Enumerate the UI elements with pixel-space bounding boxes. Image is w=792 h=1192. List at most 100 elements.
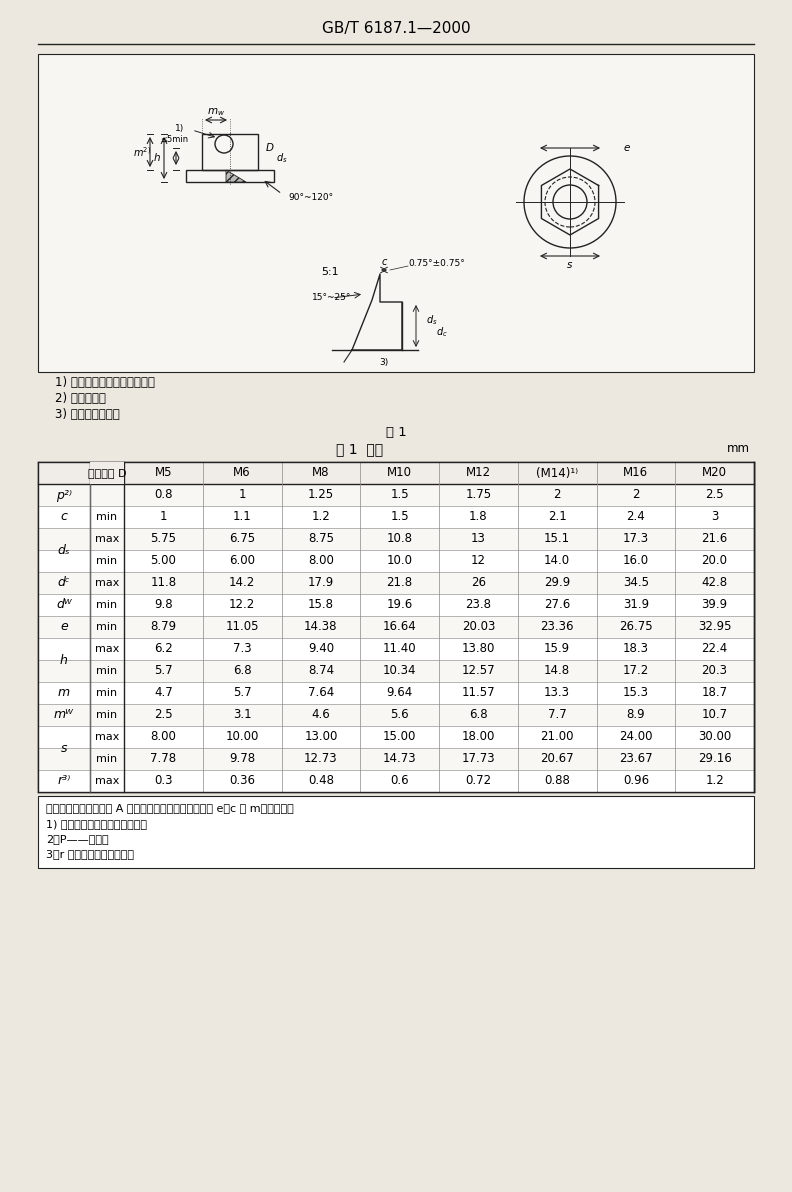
- Text: 3): 3): [379, 358, 389, 366]
- Bar: [38, 660, 754, 682]
- Text: 6.8: 6.8: [469, 708, 488, 721]
- Text: 16.64: 16.64: [383, 621, 417, 633]
- Text: 13.3: 13.3: [544, 687, 570, 700]
- Text: 5.7: 5.7: [154, 664, 173, 677]
- Text: 20.67: 20.67: [540, 752, 574, 765]
- Text: 39.9: 39.9: [702, 598, 728, 611]
- Bar: [38, 749, 754, 770]
- Text: h: h: [60, 653, 68, 666]
- Text: 10.8: 10.8: [386, 533, 413, 546]
- Text: 8.00: 8.00: [308, 554, 333, 567]
- Text: 5.00: 5.00: [150, 554, 177, 567]
- Text: 26.75: 26.75: [619, 621, 653, 633]
- Text: 20.03: 20.03: [462, 621, 495, 633]
- Text: dᵂ: dᵂ: [56, 598, 72, 611]
- Text: 0.8: 0.8: [154, 489, 173, 502]
- Text: 1.5: 1.5: [390, 510, 409, 523]
- Bar: [38, 726, 754, 749]
- Text: 16.0: 16.0: [623, 554, 649, 567]
- Text: 18.3: 18.3: [623, 642, 649, 656]
- Text: min: min: [97, 513, 117, 522]
- Text: max: max: [95, 732, 119, 741]
- Text: 2: 2: [632, 489, 640, 502]
- Text: p²⁾: p²⁾: [56, 489, 72, 502]
- Text: 5.75: 5.75: [150, 533, 177, 546]
- Text: 32.95: 32.95: [698, 621, 731, 633]
- Text: 13.80: 13.80: [462, 642, 495, 656]
- Text: 17.3: 17.3: [623, 533, 649, 546]
- Text: s: s: [567, 260, 573, 271]
- Text: 1: 1: [160, 510, 167, 523]
- Text: 表 1  尺寸: 表 1 尺寸: [337, 442, 383, 457]
- Text: 8.9: 8.9: [626, 708, 645, 721]
- Text: 11.57: 11.57: [462, 687, 495, 700]
- Text: 2.4: 2.4: [626, 510, 645, 523]
- Text: 3）r 适用于棱角和六角面。: 3）r 适用于棱角和六角面。: [46, 849, 134, 859]
- Text: 5.7: 5.7: [233, 687, 251, 700]
- Bar: [38, 704, 754, 726]
- Text: 6.8: 6.8: [233, 664, 251, 677]
- Text: 9.40: 9.40: [308, 642, 334, 656]
- Text: 5.6: 5.6: [390, 708, 409, 721]
- Text: 14.38: 14.38: [304, 621, 337, 633]
- Text: 1.2: 1.2: [705, 775, 724, 788]
- Text: M10: M10: [387, 466, 412, 479]
- Text: c: c: [381, 257, 386, 267]
- Text: 14.8: 14.8: [544, 664, 570, 677]
- Text: 27.6: 27.6: [544, 598, 570, 611]
- Bar: [90, 462, 124, 484]
- Text: 0.96: 0.96: [623, 775, 649, 788]
- Text: 1.8: 1.8: [469, 510, 488, 523]
- Text: 14.0: 14.0: [544, 554, 570, 567]
- Text: 15.1: 15.1: [544, 533, 570, 546]
- Bar: [38, 528, 754, 550]
- Text: M16: M16: [623, 466, 649, 479]
- Bar: [38, 505, 754, 528]
- Text: e: e: [60, 621, 68, 633]
- Text: h: h: [154, 153, 160, 163]
- Text: 14.2: 14.2: [229, 577, 255, 590]
- Text: 6.00: 6.00: [229, 554, 255, 567]
- Text: 1.75: 1.75: [466, 489, 492, 502]
- Text: 图 1: 图 1: [386, 426, 406, 439]
- Text: 0.48: 0.48: [308, 775, 334, 788]
- Text: 15.3: 15.3: [623, 687, 649, 700]
- Text: 30.00: 30.00: [698, 731, 731, 744]
- Text: 1): 1): [175, 124, 184, 132]
- Text: 29.9: 29.9: [544, 577, 570, 590]
- Text: m: m: [58, 687, 70, 700]
- Text: min: min: [97, 688, 117, 699]
- Text: 0.6: 0.6: [390, 775, 409, 788]
- Text: 8.00: 8.00: [150, 731, 177, 744]
- Text: dᶜ: dᶜ: [58, 577, 70, 590]
- Text: 17.73: 17.73: [462, 752, 495, 765]
- Text: 2) 螺纹长度。: 2) 螺纹长度。: [55, 391, 106, 404]
- Bar: [38, 484, 754, 505]
- Bar: [38, 572, 754, 594]
- Text: 2.5: 2.5: [706, 489, 724, 502]
- Text: 4.7: 4.7: [154, 687, 173, 700]
- Text: 22.4: 22.4: [702, 642, 728, 656]
- Text: M6: M6: [234, 466, 251, 479]
- Text: 3) 棱边形状任选。: 3) 棱边形状任选。: [55, 408, 120, 421]
- Text: 23.67: 23.67: [619, 752, 653, 765]
- Text: M5: M5: [154, 466, 172, 479]
- Text: 23.36: 23.36: [540, 621, 574, 633]
- Text: 10.00: 10.00: [226, 731, 259, 744]
- Text: 12: 12: [471, 554, 485, 567]
- Text: 5:1: 5:1: [322, 267, 339, 277]
- Text: min: min: [97, 622, 117, 632]
- Text: min: min: [97, 600, 117, 610]
- Text: 15°~25°: 15°~25°: [312, 293, 352, 303]
- Text: ≤5min: ≤5min: [160, 136, 188, 144]
- Bar: [38, 796, 754, 868]
- Text: 0.88: 0.88: [544, 775, 570, 788]
- Text: 8.74: 8.74: [308, 664, 334, 677]
- Bar: [38, 462, 754, 484]
- Text: 12.57: 12.57: [462, 664, 495, 677]
- Text: 23.8: 23.8: [466, 598, 491, 611]
- Text: 90°~120°: 90°~120°: [288, 193, 333, 203]
- Bar: [186, 170, 274, 182]
- Text: max: max: [95, 578, 119, 588]
- Bar: [38, 638, 754, 660]
